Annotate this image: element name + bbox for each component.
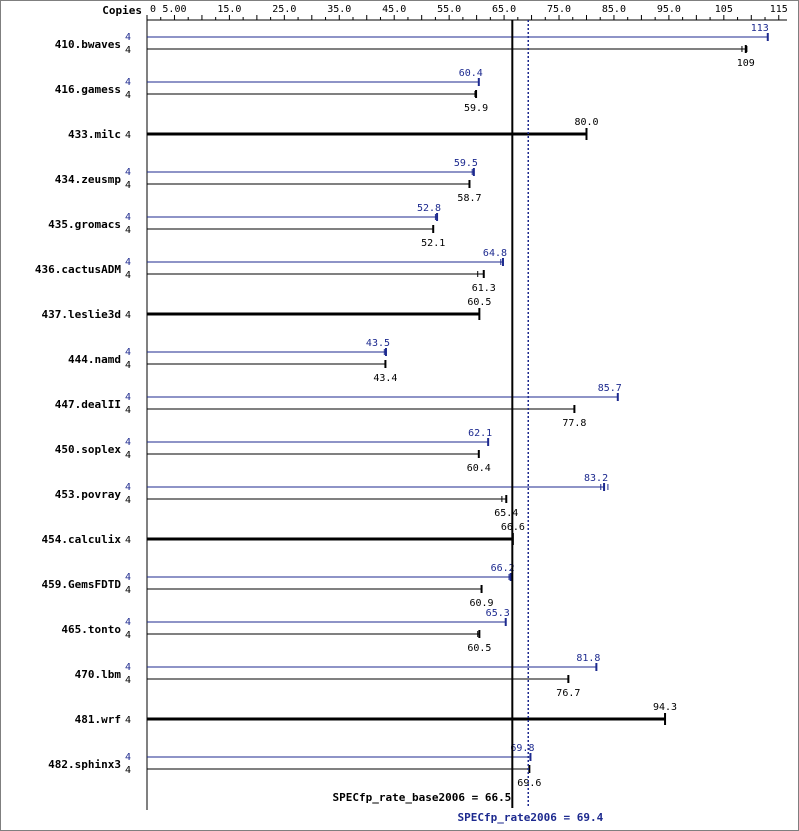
x-tick-label: 0 <box>150 4 156 15</box>
peak-value-label: 43.5 <box>366 338 390 349</box>
copies-header: Copies <box>102 4 142 17</box>
benchmark-label: 435.gromacs <box>48 218 121 231</box>
peak-value-label: 60.4 <box>459 68 483 79</box>
base-value-label: 109 <box>737 58 755 69</box>
benchmark-label: 481.wrf <box>75 713 121 726</box>
peak-copies-label: 4 <box>125 32 131 43</box>
peak-value-label: 113 <box>751 23 769 34</box>
peak-copies-label: 4 <box>125 167 131 178</box>
peak-value-label: 59.5 <box>454 158 478 169</box>
base-value-label: 80.0 <box>574 117 598 128</box>
x-tick-label: 85.0 <box>602 4 626 15</box>
x-tick-label: 5.00 <box>162 4 186 15</box>
x-tick-label: 65.0 <box>492 4 516 15</box>
base-copies-label: 4 <box>125 715 131 726</box>
base-value-label: 60.9 <box>470 598 494 609</box>
benchmark-label: 444.namd <box>68 353 121 366</box>
base-value-label: 58.7 <box>457 193 481 204</box>
base-copies-label: 4 <box>125 225 131 236</box>
base-copies-label: 4 <box>125 630 131 641</box>
peak-copies-label: 4 <box>125 347 131 358</box>
base-value-label: 69.6 <box>517 778 541 789</box>
base-metric-label: SPECfp_rate_base2006 = 66.5 <box>333 791 512 804</box>
base-copies-label: 4 <box>125 270 131 281</box>
base-copies-label: 4 <box>125 585 131 596</box>
x-tick-label: 45.0 <box>382 4 406 15</box>
peak-copies-label: 4 <box>125 77 131 88</box>
benchmark-label: 437.leslie3d <box>42 308 121 321</box>
x-tick-label: 105 <box>715 4 733 15</box>
benchmark-label: 436.cactusADM <box>35 263 121 276</box>
x-tick-label: 15.0 <box>217 4 241 15</box>
benchmark-label: 433.milc <box>68 128 121 141</box>
peak-copies-label: 4 <box>125 572 131 583</box>
x-tick-label: 35.0 <box>327 4 351 15</box>
peak-copies-label: 4 <box>125 752 131 763</box>
base-value-label: 65.4 <box>494 508 518 519</box>
x-tick-label: 55.0 <box>437 4 461 15</box>
base-copies-label: 4 <box>125 675 131 686</box>
peak-metric-label: SPECfp_rate2006 = 69.4 <box>458 811 604 824</box>
benchmark-label: 416.gamess <box>55 83 121 96</box>
x-tick-label: 95.0 <box>657 4 681 15</box>
base-copies-label: 4 <box>125 310 131 321</box>
x-tick-label: 25.0 <box>272 4 296 15</box>
peak-value-label: 66.2 <box>491 563 515 574</box>
base-value-label: 60.5 <box>467 643 491 654</box>
peak-value-label: 64.8 <box>483 248 507 259</box>
benchmark-label: 470.lbm <box>75 668 122 681</box>
peak-value-label: 62.1 <box>468 428 492 439</box>
peak-copies-label: 4 <box>125 257 131 268</box>
peak-copies-label: 4 <box>125 392 131 403</box>
base-copies-label: 4 <box>125 535 131 546</box>
peak-copies-label: 4 <box>125 482 131 493</box>
base-value-label: 60.4 <box>467 463 491 474</box>
benchmark-label: 454.calculix <box>42 533 122 546</box>
peak-copies-label: 4 <box>125 662 131 673</box>
peak-value-label: 52.8 <box>417 203 441 214</box>
base-copies-label: 4 <box>125 765 131 776</box>
x-tick-label: 115 <box>770 4 788 15</box>
peak-value-label: 83.2 <box>584 473 608 484</box>
peak-value-label: 69.8 <box>510 743 534 754</box>
base-copies-label: 4 <box>125 180 131 191</box>
benchmark-label: 459.GemsFDTD <box>42 578 122 591</box>
base-value-label: 43.4 <box>373 373 397 384</box>
base-copies-label: 4 <box>125 450 131 461</box>
peak-value-label: 85.7 <box>598 383 622 394</box>
base-value-label: 52.1 <box>421 238 445 249</box>
base-value-label: 94.3 <box>653 702 677 713</box>
base-copies-label: 4 <box>125 495 131 506</box>
peak-copies-label: 4 <box>125 212 131 223</box>
benchmark-label: 447.dealII <box>55 398 121 411</box>
peak-copies-label: 4 <box>125 617 131 628</box>
benchmark-label: 453.povray <box>55 488 122 501</box>
peak-value-label: 81.8 <box>576 653 600 664</box>
base-value-label: 77.8 <box>562 418 586 429</box>
base-value-label: 59.9 <box>464 103 488 114</box>
base-copies-label: 4 <box>125 90 131 101</box>
base-copies-label: 4 <box>125 130 131 141</box>
benchmark-label: 434.zeusmp <box>55 173 122 186</box>
x-tick-label: 75.0 <box>547 4 571 15</box>
benchmark-label: 482.sphinx3 <box>48 758 121 771</box>
base-copies-label: 4 <box>125 45 131 56</box>
benchmark-label: 410.bwaves <box>55 38 121 51</box>
base-copies-label: 4 <box>125 360 131 371</box>
base-copies-label: 4 <box>125 405 131 416</box>
benchmark-label: 465.tonto <box>61 623 121 636</box>
base-value-label: 61.3 <box>472 283 496 294</box>
base-value-label: 60.5 <box>467 297 491 308</box>
base-value-label: 76.7 <box>556 688 580 699</box>
peak-copies-label: 4 <box>125 437 131 448</box>
benchmark-label: 450.soplex <box>55 443 122 456</box>
peak-value-label: 65.3 <box>486 608 510 619</box>
